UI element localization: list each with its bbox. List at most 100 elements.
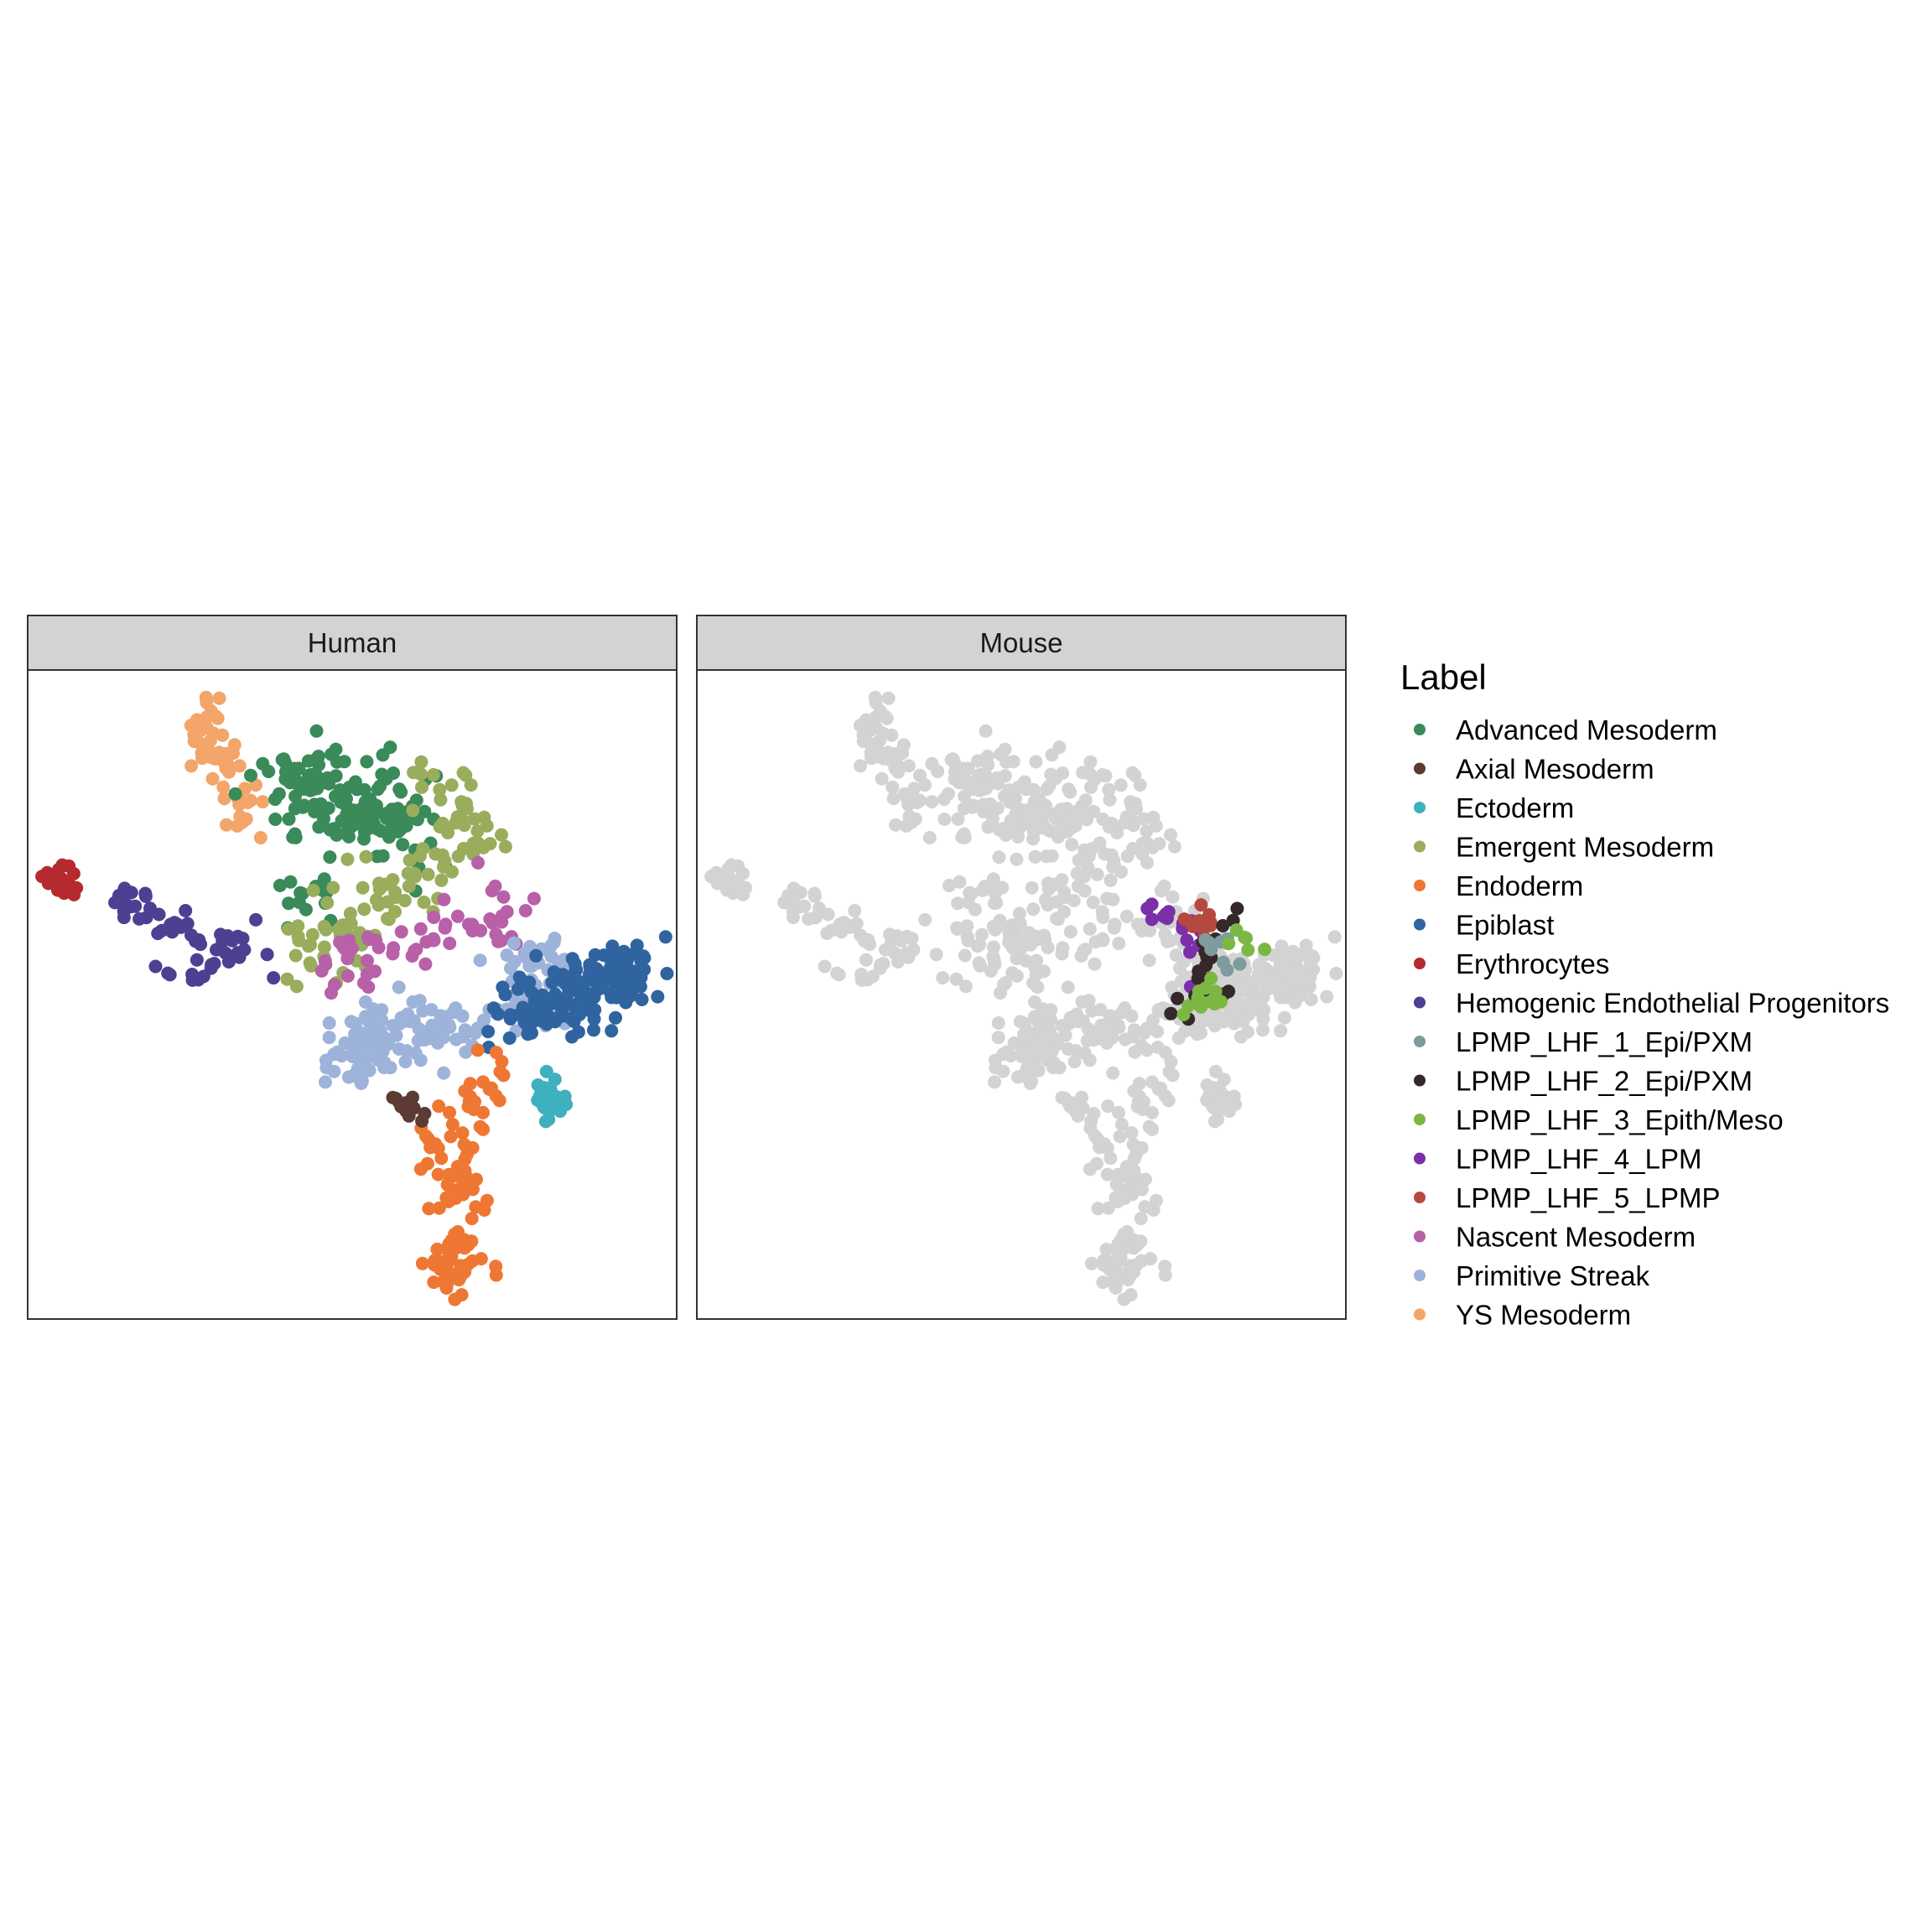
- background-point: [1106, 892, 1120, 906]
- point: [347, 1067, 361, 1082]
- point: [323, 823, 337, 837]
- legend-key-1: [1414, 762, 1426, 775]
- background-point: [1135, 836, 1150, 850]
- point: [422, 1202, 436, 1216]
- background-point: [889, 818, 902, 832]
- point: [370, 805, 384, 819]
- background-point: [988, 922, 1002, 937]
- point: [188, 730, 202, 744]
- point: [288, 948, 303, 963]
- legend-label-11: LPMP_LHF_4_LPM: [1456, 1144, 1701, 1175]
- background-point: [1104, 873, 1118, 887]
- point: [417, 896, 431, 909]
- background-point: [1036, 817, 1050, 831]
- background-point: [864, 745, 878, 760]
- point: [190, 953, 204, 967]
- background-point: [988, 1053, 1002, 1067]
- point: [500, 948, 514, 962]
- background-point: [986, 812, 1000, 826]
- point: [495, 828, 508, 842]
- background-point: [992, 823, 1006, 837]
- legend-label-5: Epiblast: [1456, 910, 1554, 941]
- point: [605, 990, 619, 1005]
- point: [267, 971, 281, 985]
- point: [624, 984, 638, 998]
- background-point: [731, 859, 745, 873]
- point: [631, 948, 646, 962]
- point: [547, 965, 561, 979]
- point: [323, 850, 337, 865]
- point: [1145, 912, 1159, 927]
- point: [488, 879, 502, 893]
- legend-label-10: LPMP_LHF_3_Epith/Meso: [1456, 1104, 1784, 1135]
- point: [407, 766, 421, 780]
- point: [444, 778, 459, 792]
- background-point: [1016, 1067, 1031, 1082]
- background-point: [951, 812, 965, 826]
- legend-key-4: [1414, 880, 1426, 891]
- background-point: [998, 789, 1011, 803]
- background-point: [1146, 810, 1161, 824]
- background-point: [859, 953, 873, 967]
- background-point: [991, 776, 1005, 791]
- background-point: [922, 831, 937, 844]
- background-point: [1029, 968, 1043, 982]
- background-point: [1264, 980, 1278, 995]
- point: [588, 948, 602, 962]
- point: [377, 1033, 391, 1047]
- point: [236, 932, 250, 946]
- background-point: [1158, 1046, 1172, 1060]
- point: [319, 1075, 332, 1089]
- background-point: [853, 719, 867, 733]
- background-point: [1024, 1033, 1038, 1046]
- point: [299, 902, 313, 917]
- background-point: [1012, 906, 1026, 921]
- point: [569, 975, 583, 989]
- point: [491, 934, 506, 948]
- point: [413, 922, 428, 936]
- point: [383, 1061, 397, 1075]
- point: [427, 911, 441, 924]
- background-point: [1091, 1202, 1105, 1216]
- background-point: [1096, 911, 1110, 924]
- background-point: [1256, 1023, 1270, 1037]
- background-point: [907, 782, 922, 796]
- background-point: [1045, 748, 1059, 762]
- point: [221, 955, 236, 969]
- point: [338, 1036, 352, 1050]
- point: [421, 867, 435, 881]
- point: [483, 912, 497, 926]
- background-point: [1112, 1105, 1125, 1119]
- background-point: [865, 969, 880, 984]
- background-point: [995, 880, 1010, 895]
- background-point: [886, 792, 901, 806]
- background-point: [1320, 989, 1334, 1004]
- point: [322, 776, 336, 791]
- background-point: [1083, 922, 1097, 936]
- background-point: [1041, 898, 1055, 912]
- point: [385, 824, 399, 838]
- background-point: [1007, 1036, 1021, 1050]
- background-point: [1011, 829, 1025, 844]
- background-point: [1068, 1104, 1083, 1119]
- legend-key-0: [1414, 724, 1426, 735]
- point: [545, 975, 559, 989]
- point: [437, 1066, 451, 1080]
- point: [1204, 971, 1218, 985]
- background-point: [961, 933, 975, 948]
- point: [559, 996, 574, 1010]
- point: [306, 883, 320, 897]
- background-point: [1057, 1091, 1072, 1105]
- background-point: [1256, 990, 1270, 1005]
- background-point: [1278, 948, 1292, 961]
- point: [1208, 984, 1223, 999]
- point: [361, 953, 374, 968]
- point: [464, 778, 478, 792]
- background-point: [890, 929, 904, 943]
- point: [432, 1099, 446, 1114]
- background-point: [891, 955, 905, 969]
- background-point: [896, 746, 909, 761]
- point: [1192, 916, 1207, 929]
- point: [375, 1013, 389, 1027]
- background-point: [1120, 849, 1135, 864]
